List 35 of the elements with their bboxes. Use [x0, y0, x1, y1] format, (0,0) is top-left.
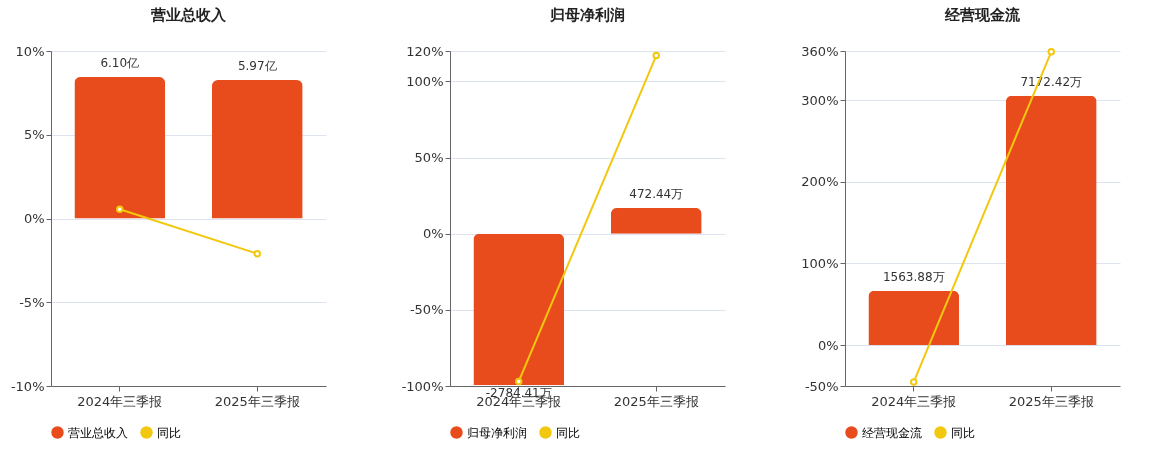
legend-label: 经营现金流 [862, 425, 922, 440]
y-tick-label: 10% [15, 43, 45, 59]
y-tick-label: 50% [414, 150, 444, 166]
legend-label: 同比 [951, 425, 975, 440]
x-tick-label: 2025年三季报 [1008, 393, 1094, 409]
data-label: 1563.88万 [882, 269, 945, 284]
y-tick-label: 0% [23, 211, 45, 226]
x-tick-label: 2024年三季报 [77, 393, 163, 409]
x-tick-label: 2024年三季报 [871, 393, 957, 409]
x-tick-label: 2025年三季报 [214, 393, 300, 409]
y-tick-label: 300% [801, 92, 839, 108]
x-tick-label: 2025年三季报 [613, 393, 699, 409]
y-tick-label: 360% [801, 43, 839, 59]
legend-label: 同比 [157, 425, 181, 440]
y-tick-label: -50% [409, 302, 444, 318]
y-tick-label: -5% [19, 294, 45, 310]
y-tick-label: 5% [23, 127, 45, 143]
y-tick-label: -100% [401, 378, 444, 394]
y-tick-label: 0% [817, 337, 839, 353]
chart-title: 营业总收入 [150, 6, 227, 24]
y-tick-label: 200% [801, 174, 839, 190]
legend-label: 归母净利润 [467, 425, 527, 440]
y-tick-label: 100% [406, 73, 444, 89]
y-tick-label: 100% [801, 255, 839, 271]
y-tick-label: -50% [804, 378, 839, 394]
y-tick-label: 0% [422, 226, 444, 242]
chart-title: 归母净利润 [549, 6, 625, 24]
data-label: 5.97亿 [237, 59, 277, 73]
chart-title: 经营现金流 [944, 6, 1021, 24]
data-label: 6.10亿 [100, 55, 140, 70]
legend-label: 营业总收入 [68, 425, 128, 440]
y-tick-label: -10% [10, 378, 45, 394]
y-tick-label: 120% [406, 43, 444, 59]
data-label: 472.44万 [629, 187, 684, 202]
legend-label: 同比 [556, 425, 580, 440]
